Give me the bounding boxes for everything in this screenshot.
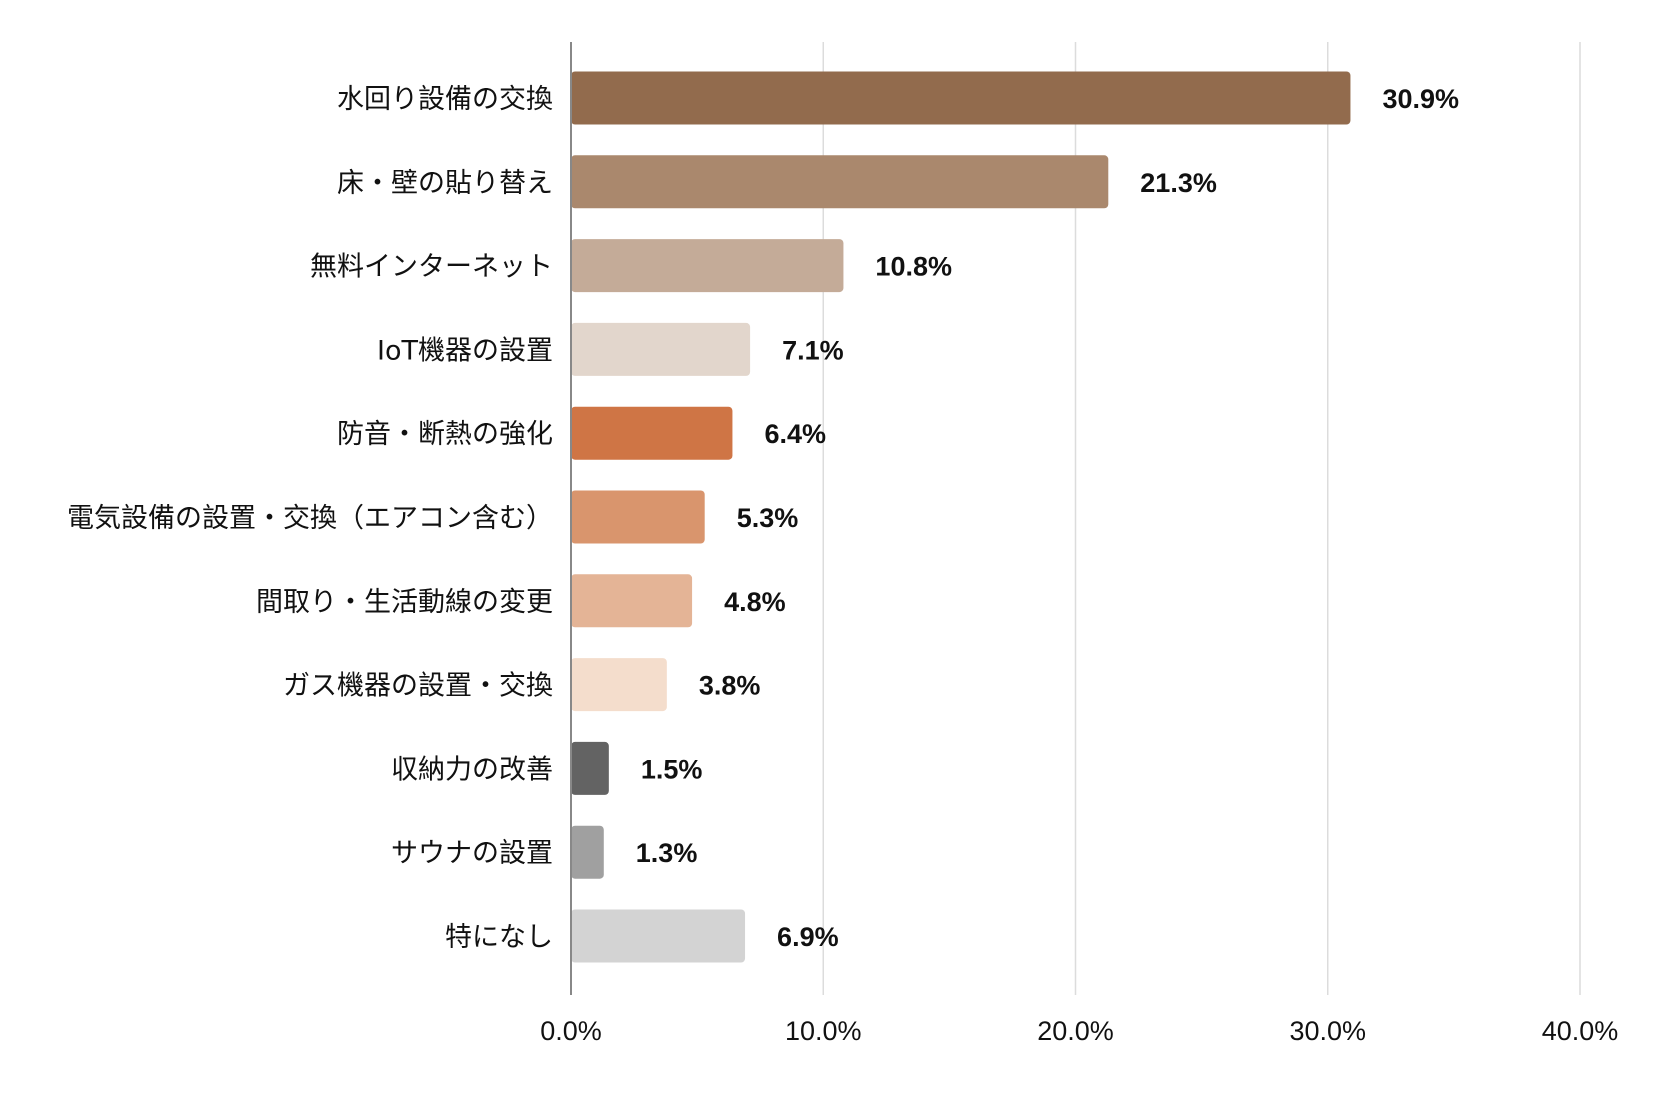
category-label: 防音・断熱の強化 <box>337 419 553 450</box>
bar <box>571 741 609 795</box>
data-label: 21.3% <box>1140 168 1217 198</box>
category-label: 無料インターネット <box>310 252 553 283</box>
x-tick-label: 30.0% <box>1289 1016 1366 1046</box>
category-label: 収納力の改善 <box>391 754 553 785</box>
data-label: 4.8% <box>724 587 786 617</box>
bar <box>571 406 733 460</box>
data-label: 6.4% <box>764 419 826 449</box>
bar <box>571 825 604 879</box>
data-label: 10.8% <box>875 252 952 282</box>
data-label: 3.8% <box>699 671 761 701</box>
data-label: 30.9% <box>1382 84 1459 114</box>
category-label: 床・壁の貼り替え <box>337 168 553 199</box>
bar <box>571 574 693 628</box>
data-label: 5.3% <box>737 503 799 533</box>
category-label: ガス機器の設置・交換 <box>283 671 553 702</box>
category-label: サウナの設置 <box>391 838 553 869</box>
bar <box>571 322 751 376</box>
x-tick-label: 20.0% <box>1037 1016 1114 1046</box>
data-label: 6.9% <box>777 922 839 952</box>
data-label: 1.3% <box>636 838 698 868</box>
bar <box>571 155 1109 209</box>
category-label: 電気設備の設置・交換（エアコン含む） <box>67 503 553 534</box>
x-tick-label: 40.0% <box>1542 1016 1619 1046</box>
bar <box>571 239 844 293</box>
category-label: 水回り設備の交換 <box>337 84 553 115</box>
data-label: 7.1% <box>782 335 844 365</box>
x-tick-label: 0.0% <box>540 1016 602 1046</box>
category-label: 間取り・生活動線の変更 <box>256 587 553 618</box>
category-label: IoT機器の設置 <box>377 335 553 366</box>
x-tick-label: 10.0% <box>785 1016 862 1046</box>
category-label: 特になし <box>445 922 553 953</box>
bar <box>571 658 667 712</box>
bar <box>571 71 1351 125</box>
bar <box>571 909 746 963</box>
bar <box>571 490 705 544</box>
data-label: 1.5% <box>641 754 703 784</box>
